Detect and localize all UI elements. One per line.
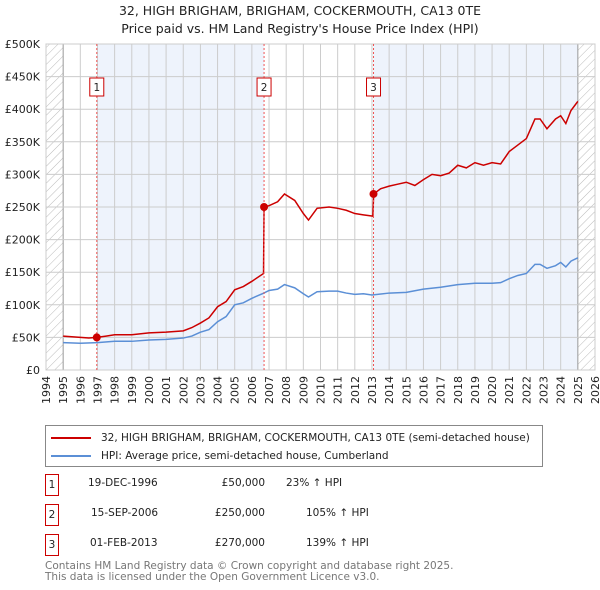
x-tick-label: 2012	[349, 376, 362, 404]
x-tick-label: 2009	[297, 376, 310, 404]
y-tick-label: £300K	[5, 168, 41, 181]
sale-label-box	[366, 77, 382, 97]
sale-marker: 3	[45, 534, 59, 556]
sale-price: £270,000	[214, 537, 265, 549]
x-tick-label: 2024	[555, 376, 568, 404]
x-tick-label: 2015	[400, 376, 413, 404]
sale-date: 01-FEB-2013	[90, 537, 158, 549]
legend-label: 32, HIGH BRIGHAM, BRIGHAM, COCKERMOUTH, …	[101, 432, 530, 444]
sale-label: 2	[261, 82, 268, 94]
y-tick-label: £50K	[12, 331, 41, 344]
x-tick-label: 2026	[589, 376, 600, 404]
legend: 32, HIGH BRIGHAM, BRIGHAM, COCKERMOUTH, …	[45, 425, 543, 467]
x-tick-label: 1998	[109, 376, 122, 404]
x-tick-label: 2011	[332, 376, 345, 404]
y-tick-label: £500K	[5, 38, 41, 51]
x-tick-label: 2005	[229, 376, 242, 404]
x-tick-label: 2020	[486, 376, 499, 404]
x-tick-label: 2004	[212, 376, 225, 404]
x-tick-label: 2001	[160, 376, 173, 404]
legend-item-hpi: HPI: Average price, semi-detached house,…	[51, 448, 389, 464]
x-tick-label: 2013	[366, 376, 379, 404]
x-tick-label: 2016	[417, 376, 430, 404]
x-tick-label: 2018	[452, 376, 465, 404]
licence-line: This data is licensed under the Open Gov…	[45, 571, 380, 583]
sale-hpi: 23% ↑ HPI	[286, 477, 343, 489]
price-paid-line	[63, 100, 579, 339]
x-tick-label: 2014	[383, 376, 396, 404]
y-tick-label: £350K	[5, 136, 41, 149]
x-tick-label: 2002	[177, 376, 190, 404]
sale-hpi: 139% ↑ HPI	[306, 537, 369, 549]
price-chart: 1994 1995 1996 1997 1998 1999 2000 2001 2002 2003…	[5, 38, 600, 404]
chart-title: 32, HIGH BRIGHAM, BRIGHAM, COCKERMOUTH, …	[118, 3, 482, 18]
x-tick-label: 1995	[57, 376, 70, 404]
footer-note: Contains HM Land Registry data © Crown c…	[45, 561, 453, 583]
x-tick-label: 1994	[40, 376, 53, 404]
legend-label: HPI: Average price, semi-detached house,…	[101, 450, 389, 462]
sale-date: 15-SEP-2006	[91, 507, 159, 519]
x-tick-label: 2025	[572, 376, 585, 404]
y-tick-label: £400K	[5, 103, 41, 116]
sale-price: £50,000	[221, 477, 265, 489]
x-tick-label: 2003	[194, 376, 207, 404]
sale-label-box	[256, 77, 272, 97]
x-tick-label: 2022	[520, 376, 533, 404]
sale-marker: 1	[45, 474, 59, 496]
sale-point	[260, 203, 269, 211]
x-tick-label: 2023	[538, 376, 551, 404]
y-tick-label: £200K	[5, 234, 41, 247]
y-tick-label: £150K	[5, 266, 41, 279]
x-tick-label: 2017	[435, 376, 448, 404]
sale-date: 19-DEC-1996	[88, 477, 158, 489]
copyright-line: Contains HM Land Registry data © Crown c…	[45, 560, 454, 572]
sale-label: 3	[370, 82, 377, 94]
hpi-line	[63, 257, 579, 345]
legend-item-property: 32, HIGH BRIGHAM, BRIGHAM, COCKERMOUTH, …	[51, 430, 530, 446]
y-tick-label: £0	[26, 364, 40, 377]
sale-point	[369, 189, 378, 198]
y-tick-label: £250K	[5, 201, 41, 214]
y-tick-label: £450K	[5, 71, 41, 84]
sale-marker: 2	[45, 504, 59, 526]
x-tick-label: 1996	[74, 376, 87, 404]
x-tick-label: 2021	[503, 376, 516, 404]
x-tick-label: 2007	[263, 376, 276, 404]
sale-label: 1	[93, 82, 100, 94]
y-tick-label: £100K	[5, 299, 41, 312]
sale-price: £250,000	[214, 507, 265, 519]
sale-hpi: 105% ↑ HPI	[306, 507, 369, 519]
sale-label-box	[89, 77, 105, 97]
x-tick-label: 2008	[280, 376, 293, 404]
x-tick-label: 1999	[126, 376, 139, 404]
x-tick-label: 1997	[91, 376, 104, 404]
x-tick-label: 2006	[246, 376, 259, 404]
x-tick-label: 2010	[315, 376, 328, 404]
x-tick-label: 2000	[143, 376, 156, 404]
sale-point	[92, 333, 101, 342]
x-tick-label: 2019	[469, 376, 482, 404]
chart-subtitle: Price paid vs. HM Land Registry's House …	[121, 21, 479, 36]
